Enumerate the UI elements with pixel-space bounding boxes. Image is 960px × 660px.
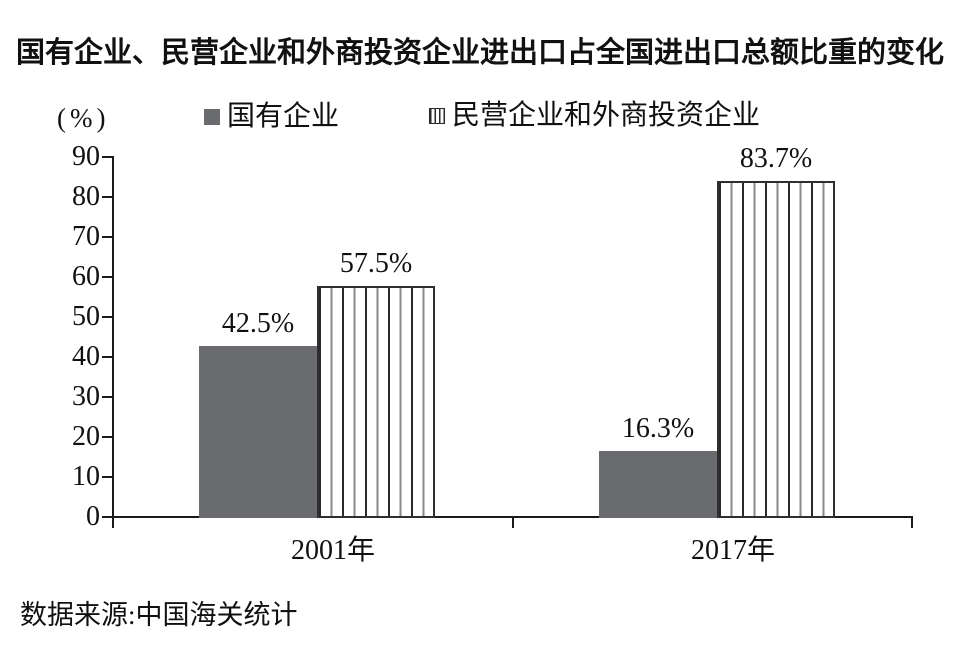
y-axis-unit-label: (%) xyxy=(57,103,110,133)
y-tick xyxy=(102,236,112,238)
y-tick-label: 40 xyxy=(72,341,100,372)
bar-2017年-s0 xyxy=(599,451,717,518)
bar-value-label: 83.7% xyxy=(739,143,813,174)
bar-value-label: 16.3% xyxy=(621,413,695,444)
y-tick-label: 0 xyxy=(86,501,100,532)
x-category-label: 2017年 xyxy=(690,535,775,566)
y-tick xyxy=(102,436,112,438)
y-tick-label: 90 xyxy=(72,141,100,172)
y-tick-label: 20 xyxy=(72,421,100,452)
y-tick xyxy=(102,476,112,478)
y-tick-label: 50 xyxy=(72,301,100,332)
y-tick-label: 70 xyxy=(72,221,100,252)
legend-item-private-foreign: 民营企业和外商投资企业 xyxy=(429,100,760,132)
x-axis-tick xyxy=(512,517,514,528)
chart-title: 国有企业、民营企业和外商投资企业进出口占全国进出口总额比重的变化 xyxy=(15,37,944,69)
x-axis-tick xyxy=(911,517,913,528)
bar-2017年-s1 xyxy=(717,181,835,518)
legend-item-state-owned: 国有企业 xyxy=(204,101,339,133)
bar-value-label: 57.5% xyxy=(339,248,413,279)
legend-label: 民营企业和外商投资企业 xyxy=(452,100,761,131)
y-tick xyxy=(102,356,112,358)
y-axis-line xyxy=(112,156,114,528)
y-tick xyxy=(102,196,112,198)
y-tick xyxy=(102,316,112,318)
y-tick-label: 80 xyxy=(72,181,100,212)
solid-swatch-icon xyxy=(204,109,220,125)
y-tick xyxy=(102,276,112,278)
data-source-note: 数据来源:中国海关统计 xyxy=(20,600,298,630)
bar-value-label: 42.5% xyxy=(221,308,295,339)
bar-2001年-s0 xyxy=(199,346,317,518)
y-tick xyxy=(102,516,112,518)
y-tick xyxy=(102,396,112,398)
bar-2001年-s1 xyxy=(317,286,435,518)
striped-swatch-icon xyxy=(429,108,445,124)
y-tick-label: 30 xyxy=(72,381,100,412)
y-tick xyxy=(102,156,112,158)
y-tick-label: 60 xyxy=(72,261,100,292)
legend-label: 国有企业 xyxy=(227,101,340,132)
x-category-label: 2001年 xyxy=(290,535,375,566)
y-tick-label: 10 xyxy=(72,461,100,492)
